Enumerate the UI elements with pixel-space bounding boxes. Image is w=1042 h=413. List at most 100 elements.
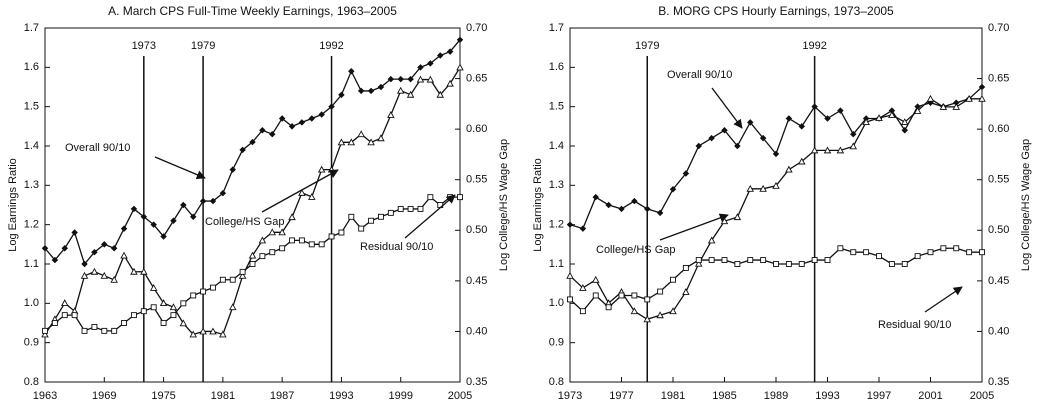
marker xyxy=(669,307,677,315)
y2-tick-label: 0.35 xyxy=(988,376,1009,388)
marker xyxy=(605,201,612,209)
marker xyxy=(953,245,960,252)
marker xyxy=(210,284,216,291)
marker xyxy=(368,217,375,224)
marker xyxy=(901,127,908,134)
panel: B. MORG CPS Hourly Earnings, 1973–2005 0.… xyxy=(532,4,1032,402)
marker xyxy=(772,181,780,189)
marker xyxy=(837,245,844,252)
marker xyxy=(669,186,677,193)
y2-tick-label: 0.45 xyxy=(466,275,487,287)
marker xyxy=(357,87,365,95)
y-tick-label: 1.3 xyxy=(24,179,39,191)
marker xyxy=(317,165,326,173)
marker xyxy=(268,228,277,236)
marker xyxy=(358,225,365,232)
y2-tick-label: 0.40 xyxy=(988,325,1009,337)
marker xyxy=(249,138,256,146)
marker xyxy=(110,275,118,283)
marker xyxy=(579,308,586,315)
x-tick-label: 1973 xyxy=(558,390,582,402)
marker xyxy=(101,241,108,248)
marker xyxy=(446,79,454,87)
marker xyxy=(150,221,157,228)
marker xyxy=(849,142,858,150)
marker xyxy=(110,245,118,252)
marker xyxy=(927,99,934,106)
marker xyxy=(657,288,664,295)
marker xyxy=(219,276,226,283)
marker xyxy=(863,249,870,256)
series-label: Residual 90/10 xyxy=(360,241,433,253)
y-axis-label: Log Earnings Ratio xyxy=(532,158,544,252)
marker xyxy=(733,213,742,221)
marker xyxy=(377,83,385,91)
marker xyxy=(249,261,256,267)
marker xyxy=(199,197,207,205)
marker xyxy=(811,257,818,264)
y-tick-label: 0.9 xyxy=(549,337,564,349)
marker xyxy=(591,275,600,283)
marker xyxy=(219,330,227,338)
marker xyxy=(437,52,444,59)
marker xyxy=(436,90,444,98)
marker xyxy=(189,213,197,221)
marker xyxy=(566,271,574,279)
y2-tick-label: 0.45 xyxy=(988,275,1009,287)
marker xyxy=(592,292,599,299)
marker xyxy=(170,217,177,224)
annotation-arrow xyxy=(711,87,743,129)
marker xyxy=(837,107,844,114)
series-line xyxy=(569,97,982,321)
marker xyxy=(259,253,266,260)
marker xyxy=(721,257,728,264)
marker xyxy=(876,253,882,260)
y2-tick-label: 0.35 xyxy=(466,376,487,388)
marker xyxy=(338,229,345,236)
marker xyxy=(850,249,857,256)
marker xyxy=(888,111,896,118)
marker xyxy=(140,267,148,275)
marker xyxy=(708,134,715,142)
marker xyxy=(734,142,741,150)
y-tick-label: 1.5 xyxy=(549,101,564,113)
marker xyxy=(121,320,127,326)
marker xyxy=(592,193,599,201)
marker xyxy=(939,102,948,110)
series-label: Residual 90/10 xyxy=(878,319,951,331)
marker xyxy=(180,201,187,209)
marker xyxy=(965,94,973,102)
marker xyxy=(228,303,237,311)
marker xyxy=(318,111,325,118)
marker xyxy=(71,229,78,236)
marker xyxy=(901,261,908,267)
annotation-arrow xyxy=(261,169,339,213)
marker xyxy=(328,233,335,240)
marker xyxy=(631,197,638,205)
marker xyxy=(308,192,316,200)
marker xyxy=(308,115,316,122)
y-tick-label: 1.3 xyxy=(549,179,564,191)
marker xyxy=(630,307,639,315)
marker xyxy=(209,197,217,205)
marker xyxy=(579,225,587,232)
y2-tick-label: 0.55 xyxy=(466,174,487,186)
marker xyxy=(927,249,934,256)
marker xyxy=(288,213,296,221)
y-tick-label: 1.7 xyxy=(549,22,564,34)
marker xyxy=(566,221,574,228)
y-tick-label: 1.1 xyxy=(549,258,564,270)
marker xyxy=(397,205,404,212)
marker xyxy=(456,36,464,44)
marker xyxy=(348,68,355,75)
marker xyxy=(656,209,664,217)
y-tick-label: 1.5 xyxy=(24,101,39,113)
y2-tick-label: 0.50 xyxy=(988,224,1009,236)
series-label: Overall 90/10 xyxy=(667,69,732,81)
marker xyxy=(338,91,345,99)
marker xyxy=(61,299,69,307)
marker xyxy=(81,260,88,268)
marker xyxy=(51,256,59,264)
marker xyxy=(337,138,346,146)
marker xyxy=(682,288,690,295)
